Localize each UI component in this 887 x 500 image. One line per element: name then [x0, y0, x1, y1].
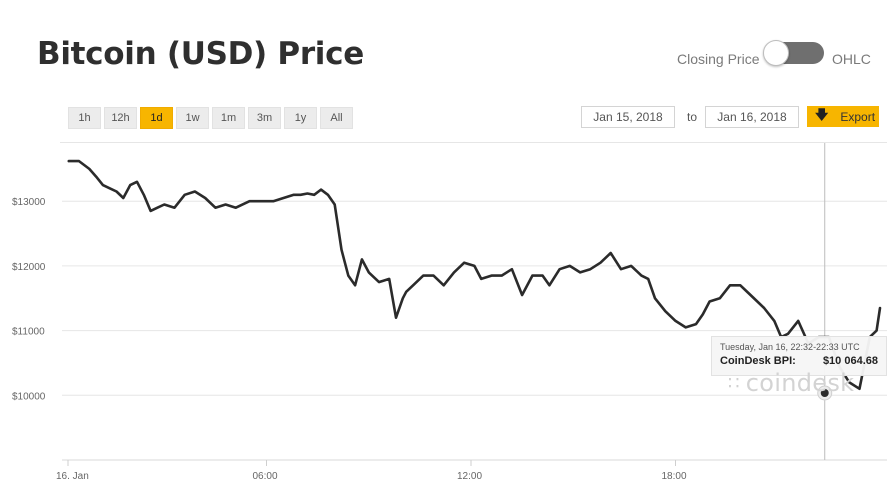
coindesk-watermark: ∷ coindesk — [728, 369, 854, 397]
closing-price-label: Closing Price — [677, 51, 760, 67]
watermark-text: coindesk — [745, 369, 855, 397]
to-label: to — [687, 110, 698, 124]
range-button-1y[interactable]: 1y — [284, 107, 317, 129]
y-tick-label: $12000 — [12, 262, 46, 273]
download-arrow-icon: 🡇 — [815, 106, 829, 122]
y-tick-label: $13000 — [12, 197, 46, 208]
export-button[interactable]: 🡇 Export — [807, 106, 879, 127]
page-title: Bitcoin (USD) Price — [37, 36, 364, 72]
time-range-selector: 1h 12h 1d 1w 1m 3m 1y All — [68, 107, 353, 129]
closing-ohlc-toggle[interactable] — [763, 40, 824, 66]
range-button-1w[interactable]: 1w — [176, 107, 209, 129]
y-tick-label: $10000 — [12, 391, 46, 402]
x-tick-label: 18:00 — [662, 471, 687, 482]
price-line — [67, 159, 882, 391]
range-button-3m[interactable]: 3m — [248, 107, 281, 129]
tooltip-value: $10 064.68 — [822, 355, 878, 367]
range-button-1d[interactable]: 1d — [140, 107, 173, 129]
range-button-1h[interactable]: 1h — [68, 107, 101, 129]
ohlc-label: OHLC — [832, 51, 871, 67]
x-tick-label: 16. Jan — [56, 471, 89, 482]
tooltip-label: CoinDesk BPI: — [720, 355, 796, 367]
y-tick-label: $11000 — [12, 327, 45, 338]
export-label: Export — [840, 109, 876, 124]
range-button-1m[interactable]: 1m — [212, 107, 245, 129]
end-date-input[interactable]: Jan 16, 2018 — [705, 106, 799, 128]
range-button-all[interactable]: All — [320, 107, 353, 129]
toggle-knob — [763, 40, 789, 66]
start-date-input[interactable]: Jan 15, 2018 — [581, 106, 675, 128]
coindesk-logo-icon: ∷ — [728, 372, 740, 394]
x-tick-label: 06:00 — [253, 471, 278, 482]
header-divider — [60, 142, 887, 143]
x-tick-label: 12:00 — [457, 471, 482, 482]
hover-marker-point — [820, 389, 829, 397]
range-button-12h[interactable]: 12h — [104, 107, 137, 129]
tooltip-time: Tuesday, Jan 16, 22:32-22:33 UTC — [720, 342, 860, 352]
price-tooltip: Tuesday, Jan 16, 22:32-22:33 UTC CoinDes… — [711, 336, 887, 376]
